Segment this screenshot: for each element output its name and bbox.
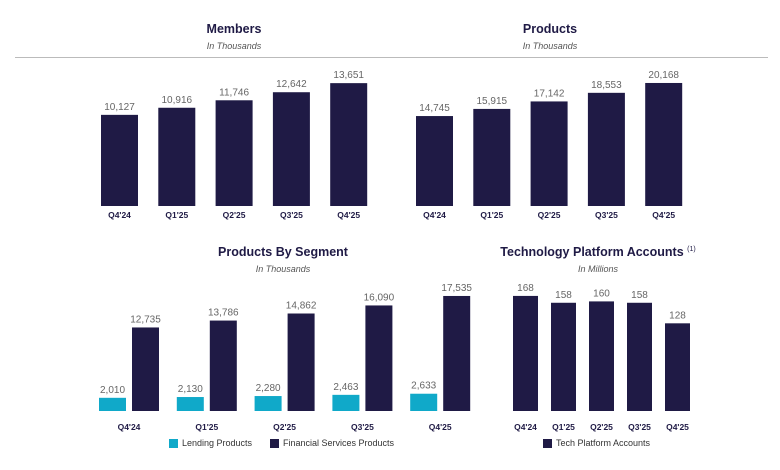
bar-members-2 <box>215 100 253 206</box>
x-tick-label: Q4'24 <box>108 210 131 220</box>
x-tick-label: Q3'25 <box>351 422 374 432</box>
x-tick-label: Q2'25 <box>273 422 296 432</box>
value-label: 16,090 <box>364 292 395 303</box>
value-label: 20,168 <box>648 70 679 81</box>
value-label: 15,915 <box>477 96 508 107</box>
bar-segment-s1-0 <box>132 327 159 411</box>
x-tick-label: Q4'24 <box>423 210 446 220</box>
bar-members-0 <box>101 114 138 206</box>
legend-label: Tech Platform Accounts <box>556 438 651 448</box>
tech-title-note: (1) <box>687 245 696 253</box>
x-tick-label: Q3'25 <box>595 210 618 220</box>
value-label: 2,010 <box>100 385 125 396</box>
members-title: Members <box>206 22 262 36</box>
value-label: 2,130 <box>178 384 203 395</box>
tech-title: Technology Platform Accounts (1) <box>500 245 695 259</box>
value-label: 13,651 <box>333 70 364 81</box>
products-subtitle: In Thousands <box>522 41 578 51</box>
bar-products-2 <box>530 101 568 206</box>
bar-segment-s0-0 <box>99 397 126 411</box>
value-label: 10,127 <box>104 102 135 113</box>
x-tick-label: Q1'25 <box>195 422 218 432</box>
x-tick-label: Q2'25 <box>590 422 613 432</box>
value-label: 158 <box>555 290 572 301</box>
bar-segment-s1-1 <box>209 320 237 411</box>
value-label: 2,463 <box>333 382 358 393</box>
value-label: 17,535 <box>441 283 472 294</box>
segment-subtitle: In Thousands <box>255 264 311 274</box>
x-tick-label: Q2'25 <box>538 210 561 220</box>
value-label: 160 <box>593 288 610 299</box>
bar-tech-3 <box>627 302 652 411</box>
bar-tech-0 <box>513 295 538 411</box>
legend-swatch-tech <box>543 438 552 448</box>
bar-segment-s1-4 <box>443 295 471 411</box>
bar-segment-s0-1 <box>176 397 204 411</box>
value-label: 12,642 <box>276 79 307 90</box>
bar-tech-2 <box>589 301 614 411</box>
value-label: 11,746 <box>219 87 249 98</box>
bar-members-4 <box>330 83 368 206</box>
bar-segment-s1-3 <box>365 305 393 411</box>
bar-products-1 <box>473 108 511 206</box>
legend-swatch-financial <box>270 438 279 448</box>
legend-tech: Tech Platform Accounts <box>543 438 650 448</box>
bar-members-3 <box>272 92 310 206</box>
x-tick-label: Q4'25 <box>652 210 675 220</box>
value-label: 17,142 <box>534 88 565 99</box>
legend-label: Financial Services Products <box>283 438 395 448</box>
bar-tech-1 <box>551 302 576 411</box>
x-tick-label: Q3'25 <box>628 422 651 432</box>
divider <box>15 57 768 58</box>
tech-subtitle: In Millions <box>577 264 619 274</box>
bar-members-1 <box>158 107 196 206</box>
value-label: 14,862 <box>286 301 317 312</box>
members-subtitle: In Thousands <box>206 41 262 51</box>
x-tick-label: Q1'25 <box>480 210 503 220</box>
x-tick-label: Q3'25 <box>280 210 303 220</box>
x-tick-label: Q4'25 <box>666 422 689 432</box>
bar-products-0 <box>416 116 453 206</box>
legend-swatch-lending <box>169 438 178 448</box>
value-label: 2,633 <box>411 381 436 392</box>
tech-title-text: Technology Platform Accounts <box>500 245 684 259</box>
bar-products-4 <box>645 82 683 206</box>
bar-segment-s0-3 <box>332 394 360 411</box>
x-tick-label: Q2'25 <box>223 210 246 220</box>
bar-segment-s0-2 <box>254 396 282 411</box>
legend-financial: Financial Services Products <box>270 438 394 448</box>
value-label: 12,735 <box>130 314 161 325</box>
x-tick-label: Q4'25 <box>429 422 452 432</box>
bar-tech-4 <box>665 323 690 411</box>
bar-segment-s0-4 <box>410 393 438 411</box>
value-label: 2,280 <box>256 383 281 394</box>
value-label: 168 <box>517 283 534 294</box>
value-label: 18,553 <box>591 80 622 91</box>
value-label: 128 <box>669 310 686 321</box>
segment-title: Products By Segment <box>218 245 348 259</box>
value-label: 158 <box>631 290 648 301</box>
legend-label: Lending Products <box>182 438 253 448</box>
value-label: 10,916 <box>162 95 193 106</box>
value-label: 14,745 <box>419 103 450 114</box>
x-tick-label: Q4'24 <box>514 422 537 432</box>
x-tick-label: Q4'25 <box>337 210 360 220</box>
legend-lending: Lending Products <box>169 438 252 448</box>
x-tick-label: Q1'25 <box>165 210 188 220</box>
bar-products-3 <box>587 92 625 206</box>
bar-segment-s1-2 <box>287 313 315 411</box>
x-tick-label: Q4'24 <box>118 422 141 432</box>
products-title: Products <box>522 22 578 36</box>
x-tick-label: Q1'25 <box>552 422 575 432</box>
value-label: 13,786 <box>208 308 239 319</box>
